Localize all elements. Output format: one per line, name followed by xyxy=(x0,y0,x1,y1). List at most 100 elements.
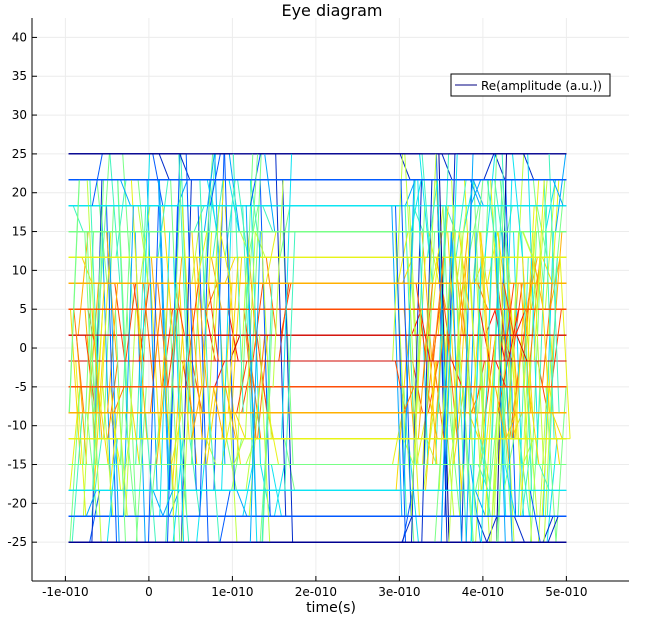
eye-transition-segment xyxy=(498,283,510,465)
eye-transition-segment xyxy=(552,179,564,206)
eye-transition-segment xyxy=(145,412,157,543)
eye-transition-segment xyxy=(548,153,560,413)
eye-transition-segment xyxy=(426,438,437,465)
eye-transition-segment xyxy=(262,309,274,543)
eye-transition-segment xyxy=(432,257,444,362)
eye-transition-segment xyxy=(262,205,274,232)
eye-transition-segment xyxy=(205,438,217,465)
eye-transition-segment xyxy=(206,386,218,465)
eye-transition-segment xyxy=(412,205,424,232)
tick-labels: -1e-010 0 1e-010 2e-010 3e-010 4e-010 5e-010 40… xyxy=(7,30,587,599)
eye-transition-segment xyxy=(234,412,246,439)
eye-transition-segment xyxy=(441,153,453,180)
eye-transition-segment xyxy=(71,412,83,543)
eye-transition-segment xyxy=(495,360,507,388)
y-tick-label: 20 xyxy=(12,186,27,200)
eye-transition-segment xyxy=(484,335,496,517)
eye-transition-segment xyxy=(249,231,261,543)
eye-transition-segment xyxy=(544,179,556,310)
y-tick-label: 0 xyxy=(19,341,27,355)
eye-transition-segment xyxy=(85,490,97,517)
eye-transition-segment xyxy=(503,283,515,362)
x-axis-label: time(s) xyxy=(306,600,356,616)
eye-transition-segment xyxy=(419,309,431,362)
eye-transition-segment xyxy=(455,283,467,543)
eye-transition-segment xyxy=(116,386,128,517)
eye-transition-segment xyxy=(508,309,519,362)
eye-transition-segment xyxy=(226,360,238,543)
y-tick-label: 15 xyxy=(12,225,27,239)
x-tick-label: 3e-010 xyxy=(378,585,420,599)
y-tick-label: -25 xyxy=(7,535,27,549)
eye-transition-segment xyxy=(162,490,174,517)
eye-transition-segment xyxy=(483,153,495,180)
plot-area xyxy=(68,153,571,543)
eye-transition-segment xyxy=(401,516,413,543)
eye-transition-segment xyxy=(233,438,245,465)
eye-transition-segment xyxy=(515,309,527,336)
y-tick-label: 10 xyxy=(12,263,27,277)
eye-transition-segment xyxy=(148,205,159,543)
y-tick-label: 25 xyxy=(12,147,27,161)
eye-transition-segment xyxy=(224,153,236,491)
eye-transition-segment xyxy=(470,179,482,206)
x-tick-label: 2e-010 xyxy=(295,585,337,599)
eye-transition-segment xyxy=(139,205,151,284)
eye-transition-segment xyxy=(414,257,426,439)
y-tick-label: -5 xyxy=(15,380,27,394)
eye-transition-segment xyxy=(518,438,530,517)
eye-transition-segment xyxy=(513,516,525,543)
eye-transition-segment xyxy=(214,360,226,388)
eye-transition-segment xyxy=(446,412,458,491)
eye-transition-segment xyxy=(162,360,174,491)
eye-transition-segment xyxy=(107,360,119,439)
eye-transition-segment xyxy=(400,179,412,517)
eye-transition-segment xyxy=(547,516,559,543)
eye-transition-segment xyxy=(232,153,244,413)
eye-transition-segment xyxy=(120,179,131,206)
x-tick-label: 5e-010 xyxy=(545,585,587,599)
eye-transition-segment xyxy=(425,153,437,362)
eye-transition-segment xyxy=(426,179,438,258)
eye-transition-segment xyxy=(86,231,98,465)
eye-transition-segment xyxy=(250,179,262,258)
eye-transition-segment xyxy=(219,231,231,284)
eye-transition-segment xyxy=(475,360,487,543)
eye-transition-segment xyxy=(196,257,208,387)
eye-transition-segment xyxy=(479,438,491,517)
eye-transition-segment xyxy=(438,153,450,543)
eye-transition-segment xyxy=(68,179,80,413)
eye-transition-segment xyxy=(395,360,407,491)
eye-transition-segment xyxy=(177,179,188,206)
y-tick-label: 40 xyxy=(12,30,27,44)
eye-transition-segment xyxy=(264,153,276,232)
eye-transition-segment xyxy=(237,179,249,258)
eye-transition-segment xyxy=(522,231,533,258)
eye-transition-segment xyxy=(221,205,233,491)
eye-transition-segment xyxy=(252,283,264,362)
eye-transition-segment xyxy=(187,283,199,362)
eye-transition-segment xyxy=(446,153,458,439)
x-tick-label: 1e-010 xyxy=(211,585,253,599)
eye-transition-segment xyxy=(452,231,464,439)
eye-transition-segment xyxy=(236,360,248,413)
eye-transition-segment xyxy=(164,309,176,543)
eye-transition-segment xyxy=(501,153,513,413)
eye-transition-segment xyxy=(281,153,293,439)
eye-transition-segment xyxy=(106,205,117,543)
eye-transition-segment xyxy=(410,309,422,517)
eye-transition-segment xyxy=(470,464,481,543)
eye-transition-segment xyxy=(93,179,105,413)
eye-transition-segment xyxy=(462,153,474,465)
legend-box xyxy=(450,73,611,97)
eye-transition-segment xyxy=(453,386,465,465)
chart-title: Eye diagram xyxy=(281,1,382,20)
eye-transition-segment xyxy=(479,309,491,362)
eye-transition-segment xyxy=(201,231,213,413)
legend-entry-label: Re(amplitude (a.u.)) xyxy=(481,79,602,93)
y-tick-label: 30 xyxy=(12,108,27,122)
eye-transition-segment xyxy=(432,335,443,465)
eye-transition-segment xyxy=(102,386,114,517)
eye-transition-segment xyxy=(193,205,205,232)
eye-transition-segment xyxy=(533,179,545,362)
